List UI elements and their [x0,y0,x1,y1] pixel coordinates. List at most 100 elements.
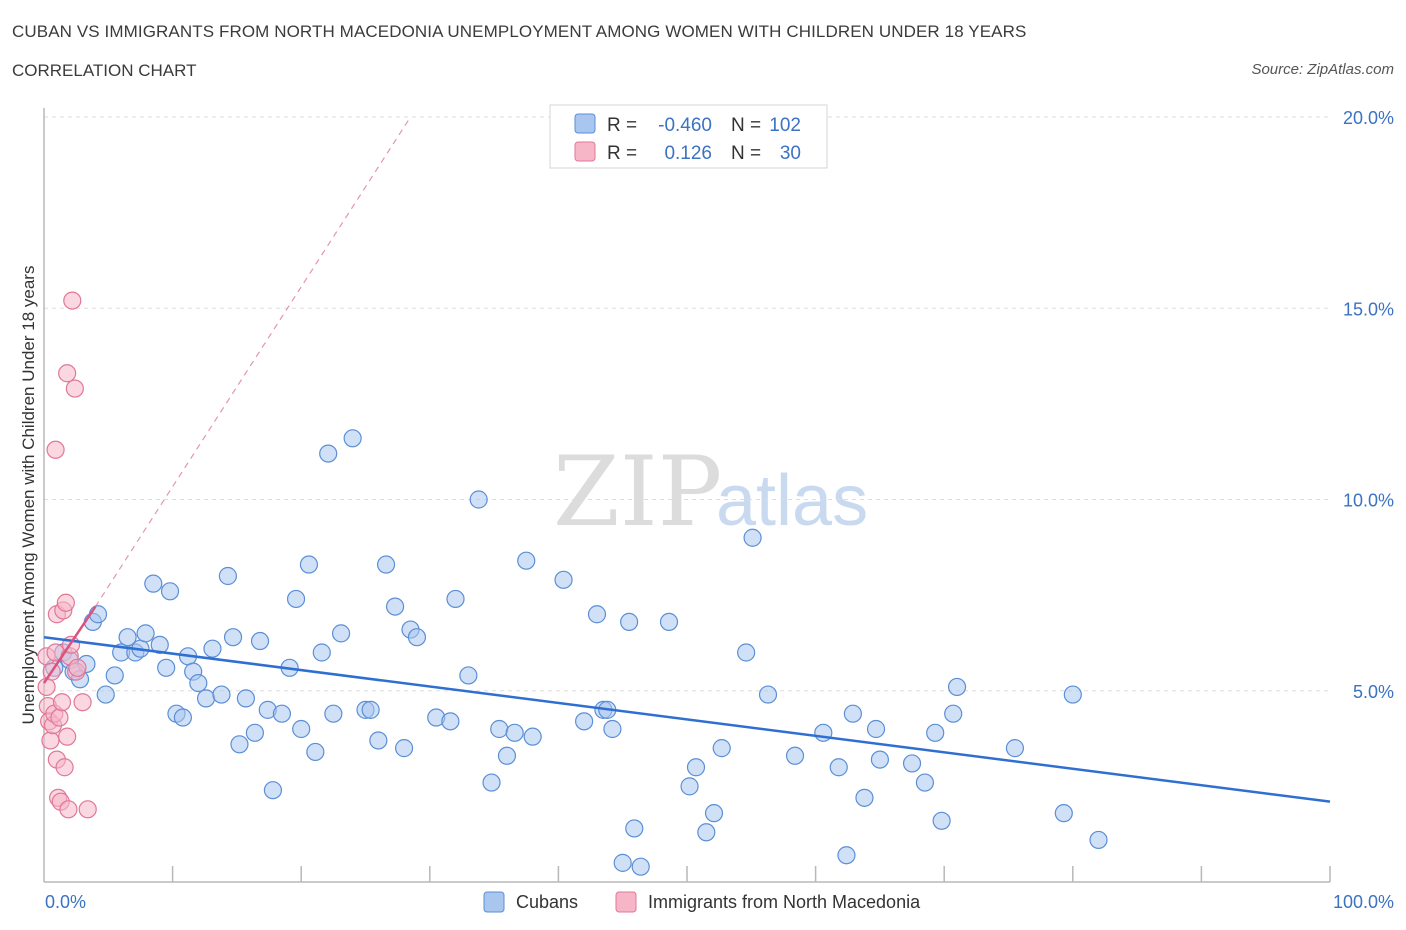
series-legend: Cubans Immigrants from North Macedonia [483,891,921,913]
data-point-cubans [105,666,124,685]
legend-r-label-cubans: R = [607,115,637,136]
data-point-cubans [324,704,343,723]
data-point-cubans [1089,830,1108,850]
series-legend-swatch-cubans [483,891,505,913]
legend-swatch-macedonia [574,141,596,162]
data-point-macedonia [65,379,84,398]
data-point-macedonia [68,658,87,677]
legend-n-label-macedonia: N = [731,143,761,164]
y-tick-label: 10.0% [1343,491,1394,511]
y-tick-labels: 5.0% 10.0% 15.0% 20.0% [1343,108,1394,702]
data-point-cubans [441,712,460,731]
data-point-cubans [613,853,632,872]
data-point-macedonia [56,593,75,612]
legend-r-value-cubans: -0.460 [658,115,712,136]
legend-swatch-cubans [574,113,596,134]
y-axis-label: Unemployment Among Women with Children U… [19,266,38,725]
data-point-cubans [223,628,243,647]
data-point-cubans [837,846,856,865]
data-point-cubans [286,589,306,609]
data-point-cubans [459,666,478,685]
data-point-cubans [482,773,501,792]
data-point-macedonia [55,758,74,777]
x-ticks [171,866,1331,882]
data-point-cubans [686,758,706,777]
data-point-cubans [554,570,573,589]
data-point-macedonia [73,693,92,712]
trend-lines [42,605,1331,803]
data-point-cubans [196,689,216,708]
data-point-cubans [272,704,292,723]
data-point-cubans [497,746,517,765]
data-point-macedonia [58,727,77,746]
y-tick-label: 20.0% [1343,108,1394,128]
data-point-cubans [785,746,805,765]
data-point-cubans [932,811,951,830]
data-point-cubans [319,444,338,463]
data-point-macedonia [50,708,69,727]
data-point-cubans [659,612,679,632]
data-point-cubans [292,719,311,739]
data-point-cubans [490,719,509,739]
data-point-cubans [343,429,362,448]
data-point-macedonia [78,800,97,819]
data-point-cubans [245,723,265,742]
data-point-cubans [118,628,137,647]
data-point-cubans [157,658,176,677]
data-point-macedonia [58,364,77,383]
data-point-cubans [829,758,848,777]
data-point-cubans [505,723,524,742]
data-point-cubans [603,719,622,739]
data-point-cubans [517,551,536,570]
watermark-atlas: atlas [716,461,868,541]
grid-lines [44,116,1330,692]
data-point-cubans [575,712,594,731]
legend-box [549,104,828,169]
data-point-cubans [587,605,607,624]
data-point-cubans [385,597,405,616]
data-point-cubans [376,555,396,574]
data-point-cubans [236,689,256,708]
legend-r-value-macedonia: 0.126 [664,143,712,164]
y-tick-label: 15.0% [1343,299,1394,319]
data-point-cubans [218,566,237,586]
data-point-cubans [625,819,644,838]
data-point-cubans [843,704,862,723]
data-point-cubans [758,685,778,704]
data-point-macedonia [52,693,72,712]
data-point-cubans [312,643,331,662]
data-point-cubans [173,708,192,727]
data-point-cubans [902,754,922,773]
data-point-cubans [866,719,886,739]
data-point-cubans [446,589,465,609]
data-point-cubans [926,723,945,742]
data-point-macedonia [46,440,65,459]
data-point-cubans [620,612,639,632]
series-legend-label-macedonia: Immigrants from North Macedonia [648,892,921,912]
data-point-cubans [212,685,231,704]
macedonia-points [37,291,97,819]
data-point-cubans [189,673,208,693]
data-point-cubans [680,777,699,796]
data-point-cubans [250,631,270,651]
x-tick-label-max: 100.0% [1333,892,1394,912]
data-point-cubans [203,639,222,658]
data-point-cubans [407,628,427,647]
cubans-trend-line [43,635,1331,803]
macedonia-trend-line [42,605,97,684]
x-tick-label-min: 0.0% [45,892,86,912]
data-point-cubans [299,555,319,574]
data-point-cubans [150,635,169,654]
data-point-cubans [263,781,283,800]
data-point-cubans [743,528,762,547]
data-point-cubans [631,857,650,876]
data-point-cubans [737,643,756,662]
data-point-cubans [306,742,325,762]
data-point-cubans [704,804,724,823]
data-point-cubans [96,685,115,704]
legend-n-label-cubans: N = [731,115,761,136]
macedonia-trend-dashed [94,116,412,607]
data-point-cubans [230,735,249,754]
data-point-cubans [331,624,351,643]
